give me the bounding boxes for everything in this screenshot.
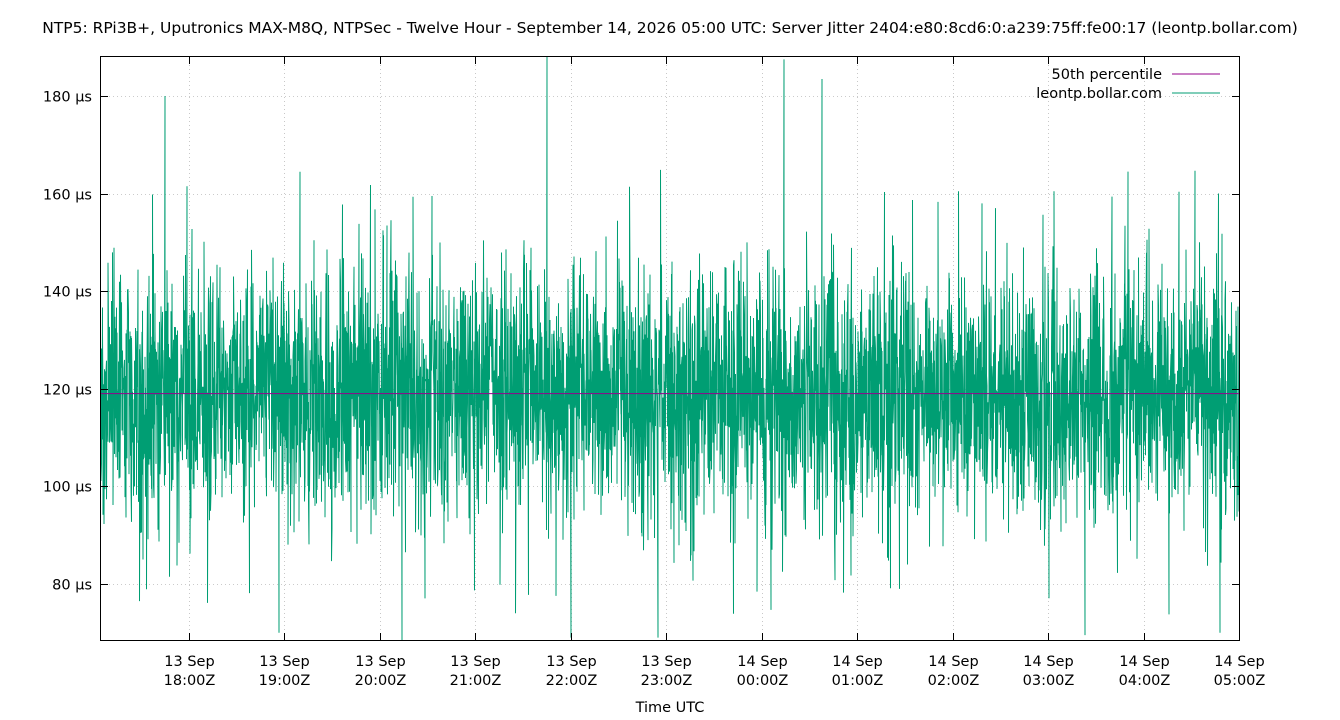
y-tick-label: 120 µs <box>43 383 92 399</box>
x-tick-label-date: 14 Sep <box>1119 654 1169 670</box>
y-tick-label: 80 µs <box>52 578 92 594</box>
plot-frame <box>100 56 1240 641</box>
x-tick-label-date: 13 Sep <box>641 654 691 670</box>
x-tick-label-date: 13 Sep <box>546 654 596 670</box>
legend-label: leontp.bollar.com <box>1036 86 1162 102</box>
x-tick-label-date: 14 Sep <box>1214 654 1264 670</box>
x-tick-label-date: 14 Sep <box>928 654 978 670</box>
chart-title: NTP5: RPi3B+, Uputronics MAX-M8Q, NTPSec… <box>42 19 1298 37</box>
x-tick-label-date: 14 Sep <box>832 654 882 670</box>
legend: 50th percentile leontp.bollar.com <box>1036 67 1220 102</box>
x-tick-label-time: 01:00Z <box>832 673 884 689</box>
x-tick-label-date: 14 Sep <box>1023 654 1073 670</box>
x-tick-label-date: 13 Sep <box>355 654 405 670</box>
y-tick-label: 160 µs <box>43 188 92 204</box>
x-tick-label-time: 20:00Z <box>355 673 407 689</box>
x-tick-label-time: 02:00Z <box>928 673 980 689</box>
x-tick-label-date: 14 Sep <box>737 654 787 670</box>
x-tick-label-time: 19:00Z <box>259 673 311 689</box>
y-tick-label: 140 µs <box>43 285 92 301</box>
x-tick-label-time: 05:00Z <box>1214 673 1266 689</box>
x-tick-label-time: 22:00Z <box>546 673 598 689</box>
x-tick-label-time: 04:00Z <box>1119 673 1171 689</box>
x-tick-label-date: 13 Sep <box>164 654 214 670</box>
x-tick-label-time: 23:00Z <box>641 673 693 689</box>
x-axis-title: Time UTC <box>635 700 705 716</box>
y-tick-label: 180 µs <box>43 90 92 106</box>
x-axis: 13 Sep 18:00Z 13 Sep 19:00Z 13 Sep 20:00Z 13 S… <box>164 57 1266 689</box>
x-tick-label-date: 13 Sep <box>450 654 500 670</box>
series-layer <box>100 56 1240 641</box>
x-tick-label-time: 00:00Z <box>737 673 789 689</box>
x-tick-label-time: 03:00Z <box>1023 673 1075 689</box>
series-line-leontp <box>100 56 1240 641</box>
x-tick-label-time: 18:00Z <box>164 673 216 689</box>
legend-label: 50th percentile <box>1052 67 1163 83</box>
y-axis: 80 µs 100 µs 120 µs 140 µs 160 µs 180 µs <box>43 90 1239 594</box>
y-tick-label: 100 µs <box>43 480 92 496</box>
x-tick-label-time: 21:00Z <box>450 673 502 689</box>
x-tick-label-date: 13 Sep <box>259 654 309 670</box>
